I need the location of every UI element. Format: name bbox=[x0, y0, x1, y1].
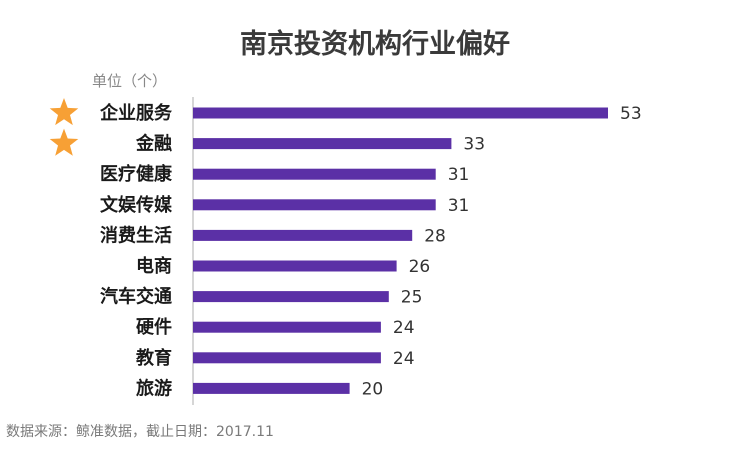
category-label: 汽车交通 bbox=[100, 286, 172, 308]
value-label: 31 bbox=[448, 165, 470, 185]
value-label: 25 bbox=[401, 288, 423, 308]
value-label: 24 bbox=[393, 349, 415, 369]
bars-group: 企业服务 53 金融 33 医疗健康 31 文娱传媒 31 消费生活 28 电商 26 汽车交通 25 硬件… bbox=[49, 98, 642, 399]
unit-label: 单位（个） bbox=[92, 72, 168, 90]
category-label: 文娱传媒 bbox=[100, 194, 173, 216]
star-icon bbox=[49, 98, 79, 126]
bar bbox=[193, 107, 608, 119]
value-label: 53 bbox=[620, 104, 642, 124]
bar bbox=[193, 382, 350, 394]
bar bbox=[193, 199, 436, 211]
value-label: 33 bbox=[463, 135, 485, 155]
chart-title: 南京投资机构行业偏好 bbox=[240, 29, 510, 60]
category-label: 教育 bbox=[136, 347, 172, 369]
bar bbox=[193, 321, 381, 333]
source-note: 数据来源：鲸准数据，截止日期：2017.11 bbox=[6, 424, 274, 440]
category-label: 电商 bbox=[136, 255, 172, 277]
bar bbox=[193, 168, 436, 180]
category-label: 医疗健康 bbox=[100, 163, 173, 185]
bar bbox=[193, 229, 413, 241]
category-label: 旅游 bbox=[136, 377, 172, 399]
bar bbox=[193, 291, 389, 303]
value-label: 31 bbox=[448, 196, 470, 216]
category-label: 金融 bbox=[135, 133, 172, 155]
category-label: 硬件 bbox=[136, 316, 172, 338]
bar bbox=[193, 352, 381, 364]
star-icon bbox=[49, 128, 79, 156]
category-label: 消费生活 bbox=[100, 224, 172, 246]
value-label: 28 bbox=[424, 226, 446, 246]
bar bbox=[193, 260, 397, 272]
value-label: 20 bbox=[362, 379, 384, 399]
bar bbox=[193, 138, 452, 150]
category-label: 企业服务 bbox=[99, 102, 173, 124]
value-label: 26 bbox=[409, 257, 431, 277]
value-label: 24 bbox=[393, 318, 415, 338]
